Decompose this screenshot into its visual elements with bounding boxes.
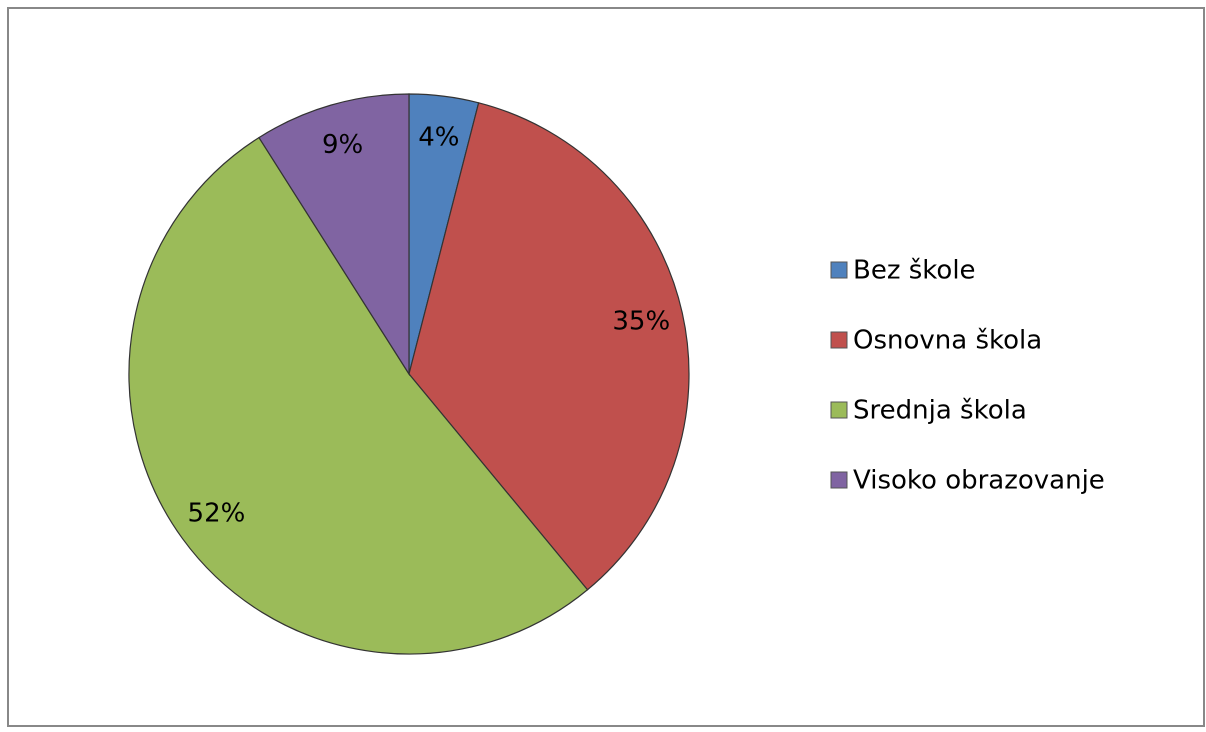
legend-label: Visoko obrazovanje [853,466,1105,496]
legend-swatch [830,401,848,419]
pie-slice [258,93,410,377]
data-label: 52% [188,498,246,528]
legend-label: Srednja škola [853,396,1027,426]
legend-swatch [830,331,848,349]
pie-slice [128,136,589,655]
data-label: 9% [322,130,363,160]
legend-swatch [830,471,848,489]
pie-slice [408,102,690,591]
legend-swatch [830,261,848,279]
legend-label: Osnovna škola [853,326,1042,356]
data-label: 35% [612,307,670,337]
data-label: 4% [418,122,459,152]
legend-label: Bez škole [853,256,976,286]
